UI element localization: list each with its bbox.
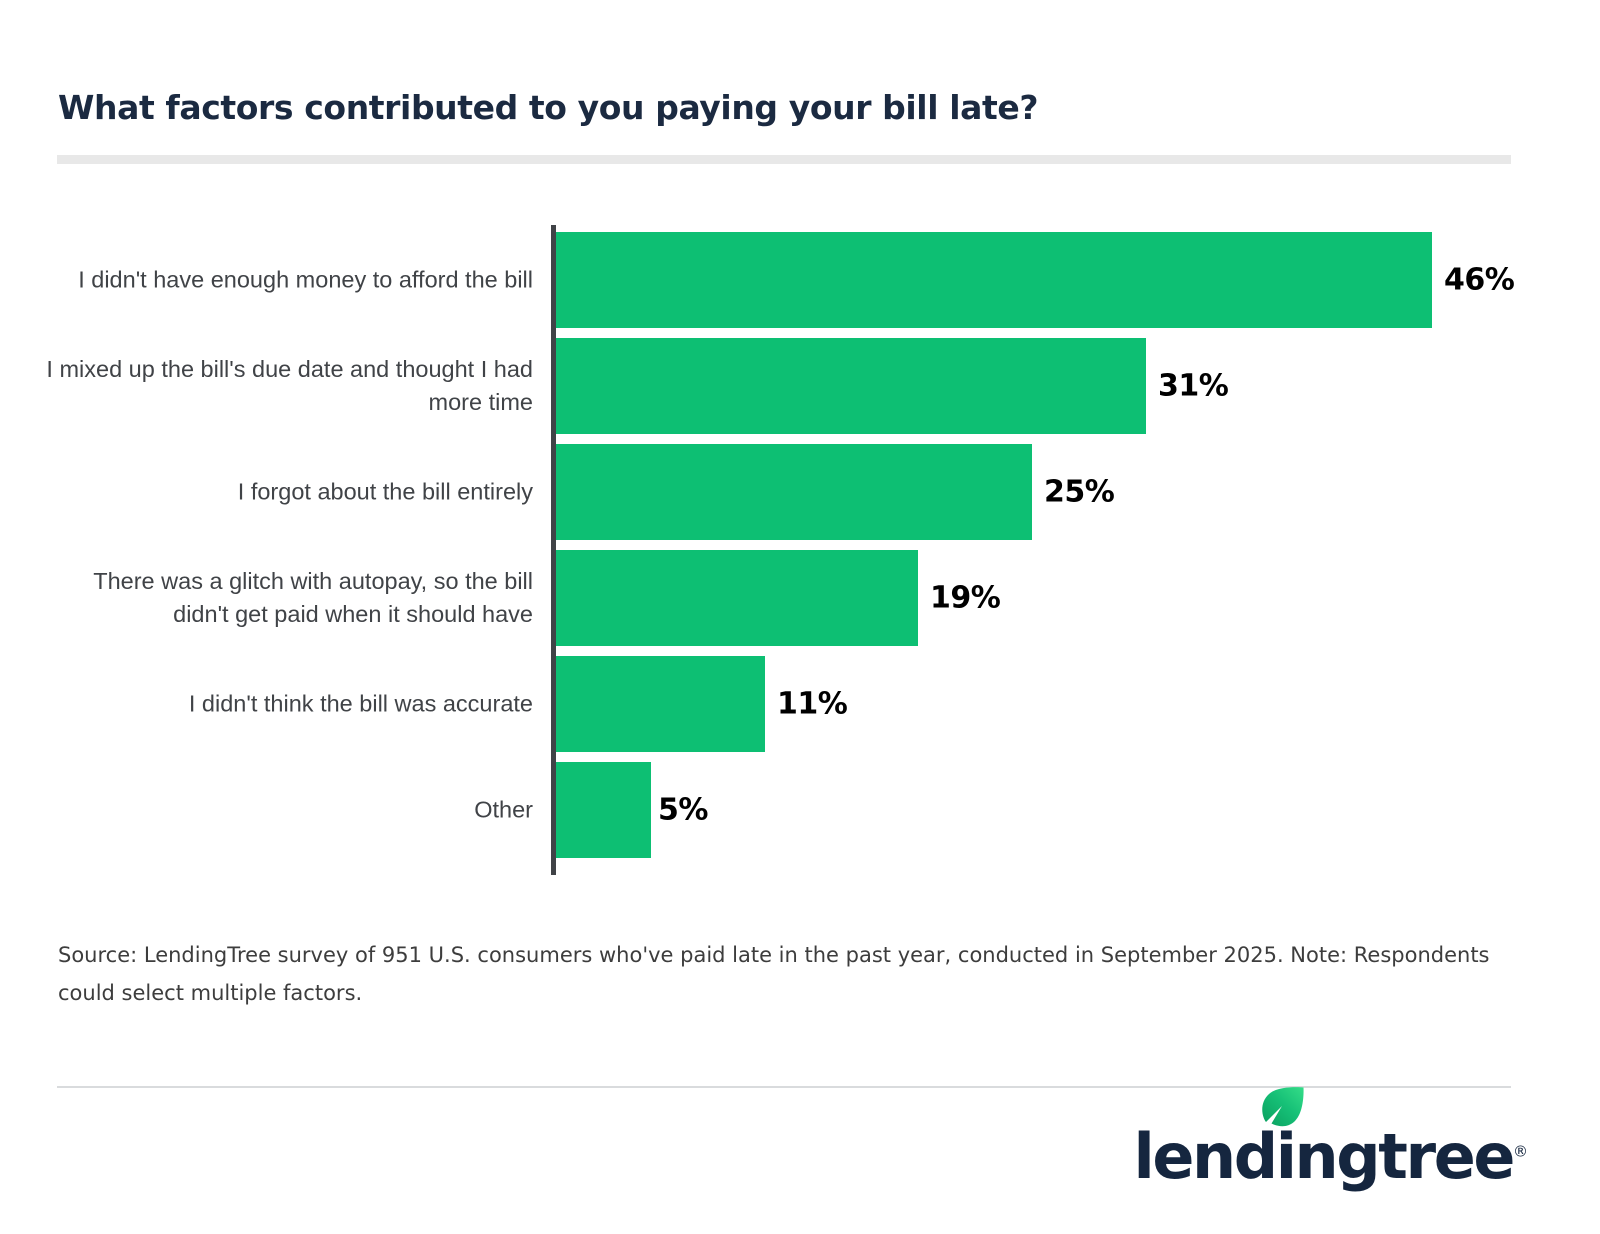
logo-text: lendingtree (1133, 1120, 1515, 1193)
bar-value-label: 31% (1158, 368, 1229, 404)
chart-row: I didn't have enough money to afford the… (0, 232, 1600, 328)
chart-axis-line (551, 225, 556, 875)
bar-category-label: I didn't have enough money to afford the… (78, 266, 533, 293)
lendingtree-logo: lendingtree® (1133, 1087, 1528, 1188)
source-note: Source: LendingTree survey of 951 U.S. c… (58, 943, 1490, 1005)
page-title: What factors contributed to you paying y… (58, 88, 1039, 127)
bar-value-label: 46% (1444, 262, 1515, 298)
leaf-icon (1262, 1087, 1305, 1127)
bar-category-label: I didn't think the bill was accurate (188, 690, 533, 717)
bar-category-label: There was a glitch with autopay, so the … (93, 568, 533, 627)
bar-category-label: I forgot about the bill entirely (237, 478, 533, 505)
registered-mark: ® (1513, 1142, 1528, 1161)
bar-value-label: 19% (930, 580, 1001, 616)
bar-value-label: 25% (1044, 474, 1115, 510)
bar-value-label: 5% (658, 792, 708, 828)
bar-category-label: I mixed up the bill's due date and thoug… (46, 356, 533, 415)
bar-category-label: Other (474, 796, 533, 823)
bar-chart: I didn't have enough money to afford the… (0, 225, 1600, 880)
bar-segment[interactable] (556, 550, 918, 646)
chart-row: Other 5% (0, 762, 1600, 858)
chart-row: I mixed up the bill's due date and thoug… (0, 338, 1600, 434)
bar-value-label: 11% (777, 686, 848, 722)
chart-row: There was a glitch with autopay, so the … (0, 550, 1600, 646)
bar-segment[interactable] (556, 444, 1032, 540)
header-divider (57, 155, 1511, 164)
bar-segment[interactable] (556, 338, 1146, 434)
chart-row: I forgot about the bill entirely 25% (0, 444, 1600, 540)
bar-segment[interactable] (556, 232, 1432, 328)
footer-divider (57, 1086, 1511, 1088)
logo-wordmark-container: lendingtree® (1133, 1087, 1528, 1188)
chart-row: I didn't think the bill was accurate 11% (0, 656, 1600, 752)
bar-segment[interactable] (556, 762, 651, 858)
bar-segment[interactable] (556, 656, 765, 752)
